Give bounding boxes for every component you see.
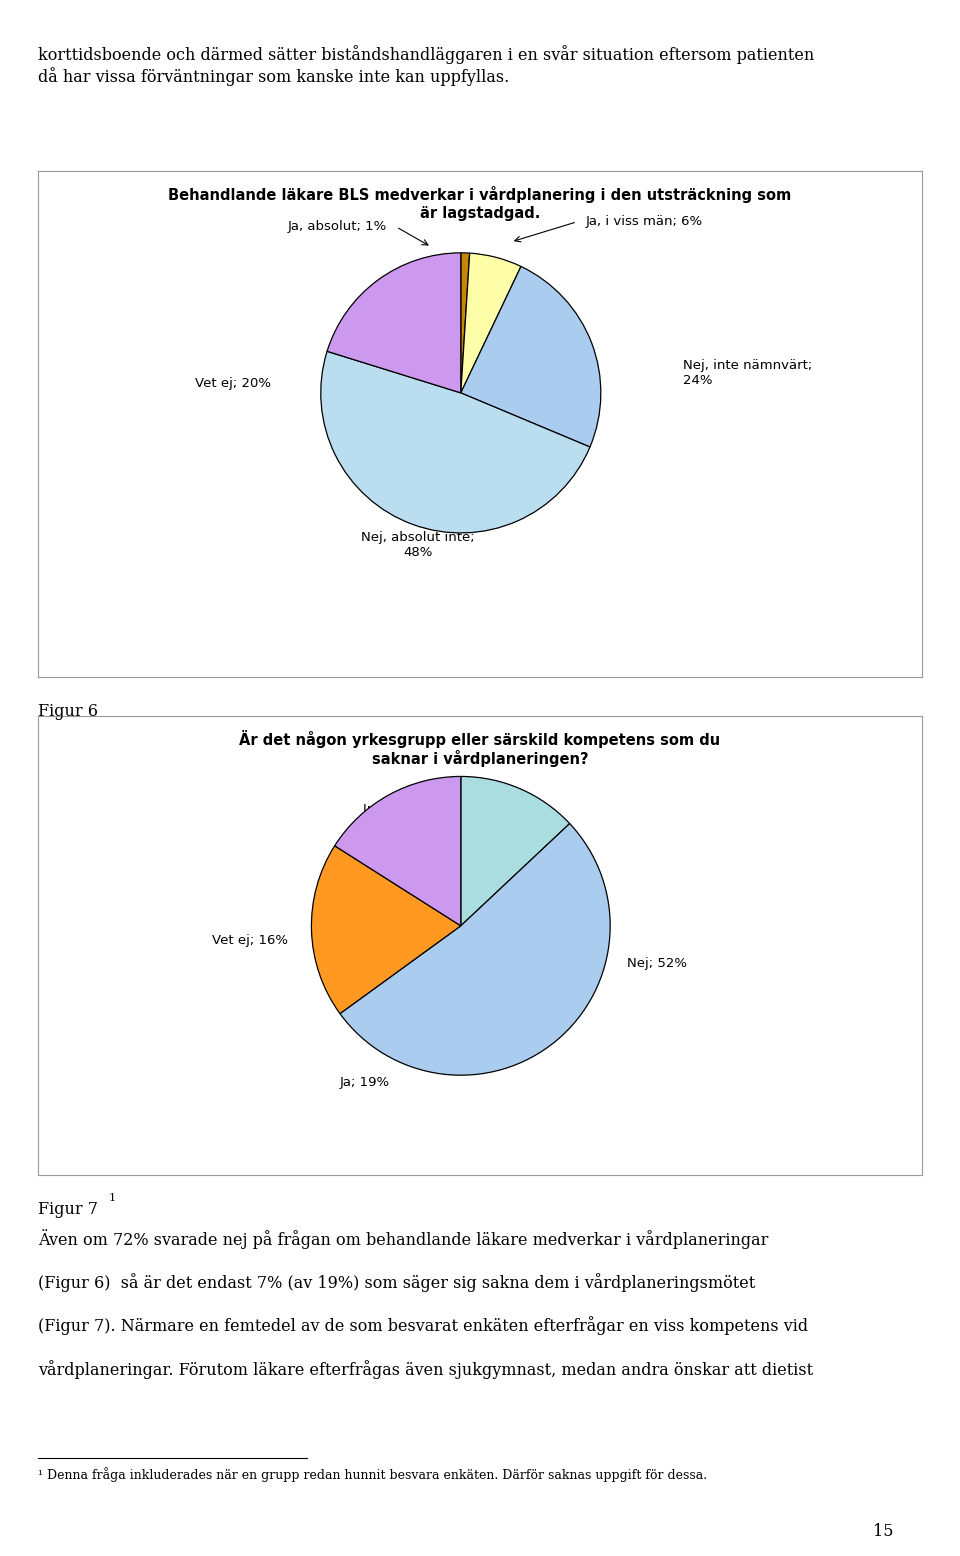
Wedge shape: [340, 823, 611, 1075]
Text: Figur 7: Figur 7: [38, 1201, 99, 1218]
Text: 1: 1: [108, 1193, 115, 1203]
Text: Ja; 19%: Ja; 19%: [340, 1077, 391, 1089]
Wedge shape: [327, 252, 461, 392]
Text: Nej; 52%: Nej; 52%: [627, 957, 686, 969]
Text: Ingen uppgift;
13%: Ingen uppgift; 13%: [363, 803, 456, 831]
Text: Ja, i viss män; 6%: Ja, i viss män; 6%: [586, 215, 703, 229]
Wedge shape: [311, 846, 461, 1013]
Text: vårdplaneringar. Förutom läkare efterfrågas även sjukgymnast, medan andra önskar: vårdplaneringar. Förutom läkare efterfrå…: [38, 1360, 813, 1379]
Text: Ja, absolut; 1%: Ja, absolut; 1%: [288, 221, 387, 233]
Text: korttidsboende och därmed sätter biståndshandläggaren i en svår situation efters: korttidsboende och därmed sätter bistånd…: [38, 45, 815, 86]
Text: Är det någon yrkesgrupp eller särskild kompetens som du
saknar i vårdplaneringen: Är det någon yrkesgrupp eller särskild k…: [239, 730, 721, 767]
Text: Behandlande läkare BLS medverkar i vårdplanering i den utsträckning som
är lagst: Behandlande läkare BLS medverkar i vårdp…: [168, 187, 792, 221]
Text: Figur 6: Figur 6: [38, 703, 99, 720]
Text: Nej, absolut inte;
48%: Nej, absolut inte; 48%: [361, 532, 475, 559]
Wedge shape: [321, 352, 590, 532]
Text: ¹ Denna fråga inkluderades när en grupp redan hunnit besvara enkäten. Därför sak: ¹ Denna fråga inkluderades när en grupp …: [38, 1467, 708, 1483]
Text: Vet ej; 20%: Vet ej; 20%: [195, 377, 271, 391]
Wedge shape: [461, 252, 469, 392]
Wedge shape: [461, 776, 569, 926]
Text: 15: 15: [873, 1523, 894, 1540]
Text: Vet ej; 16%: Vet ej; 16%: [212, 934, 288, 948]
Text: Även om 72% svarade nej på frågan om behandlande läkare medverkar i vårdplanerin: Även om 72% svarade nej på frågan om beh…: [38, 1229, 769, 1249]
Wedge shape: [335, 776, 461, 926]
Text: (Figur 7). Närmare en femtedel av de som besvarat enkäten efterfrågar en viss ko: (Figur 7). Närmare en femtedel av de som…: [38, 1316, 808, 1335]
Wedge shape: [461, 254, 521, 392]
Text: Nej, inte nämnvärt;
24%: Nej, inte nämnvärt; 24%: [684, 359, 812, 387]
Text: (Figur 6)  så är det endast 7% (av 19%) som säger sig sakna dem i vårdplanerings: (Figur 6) så är det endast 7% (av 19%) s…: [38, 1273, 756, 1291]
Wedge shape: [461, 266, 601, 447]
